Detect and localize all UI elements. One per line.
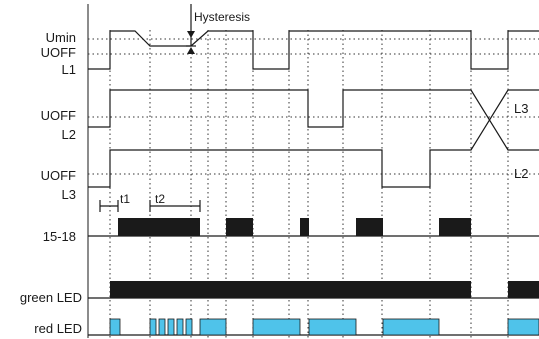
relay-pulse bbox=[226, 218, 253, 236]
red-led-blink bbox=[158, 318, 166, 336]
hysteresis-label: Hysteresis bbox=[194, 10, 250, 24]
t2-label: t2 bbox=[155, 192, 165, 206]
relay-pulse bbox=[439, 218, 471, 236]
uoff-label-l3: UOFF bbox=[41, 168, 76, 183]
red-led-pulse bbox=[308, 318, 357, 336]
row-red-led: red LED bbox=[34, 318, 539, 336]
l2-label: L2 bbox=[62, 127, 76, 142]
hysteresis-arrow-down bbox=[187, 31, 195, 38]
red-led-pulse bbox=[252, 318, 301, 336]
row-l1: Hysteresis Umin UOFF L1 bbox=[41, 4, 539, 77]
row-relay: 15-18 bbox=[43, 218, 539, 244]
uoff-label-l1: UOFF bbox=[41, 45, 76, 60]
red-led-pulse bbox=[199, 318, 227, 336]
hysteresis-arrow-up bbox=[187, 47, 195, 54]
delay-markers: t1 t2 bbox=[99, 192, 201, 212]
red-led-pulse bbox=[109, 318, 121, 336]
relay-pulse bbox=[300, 218, 309, 236]
umin-label: Umin bbox=[46, 30, 76, 45]
green-led-on-bar bbox=[508, 281, 539, 298]
red-led-blink bbox=[176, 318, 184, 336]
red-led-label: red LED bbox=[34, 321, 82, 336]
row-l3: UOFF L3 L2 bbox=[41, 89, 539, 202]
red-led-pulse bbox=[382, 318, 440, 336]
red-led-blink bbox=[167, 318, 175, 336]
swapped-l2-label: L2 bbox=[514, 166, 528, 181]
relay-label: 15-18 bbox=[43, 229, 76, 244]
green-led-label: green LED bbox=[20, 290, 82, 305]
uoff-label-l2: UOFF bbox=[41, 108, 76, 123]
l3-label: L3 bbox=[62, 187, 76, 202]
row-green-led: green LED bbox=[20, 281, 539, 305]
swapped-l3-label: L3 bbox=[514, 101, 528, 116]
relay-pulse bbox=[118, 218, 200, 236]
relay-pulse bbox=[356, 218, 383, 236]
l3-waveform bbox=[88, 89, 539, 188]
l1-waveform bbox=[88, 30, 539, 70]
red-led-blink bbox=[185, 318, 193, 336]
row-l2: UOFF L2 L3 bbox=[41, 89, 539, 151]
green-led-on-bar bbox=[110, 281, 471, 298]
red-led-pulse bbox=[507, 318, 539, 336]
l1-label: L1 bbox=[62, 62, 76, 77]
red-led-blink bbox=[149, 318, 157, 336]
t1-label: t1 bbox=[120, 192, 130, 206]
